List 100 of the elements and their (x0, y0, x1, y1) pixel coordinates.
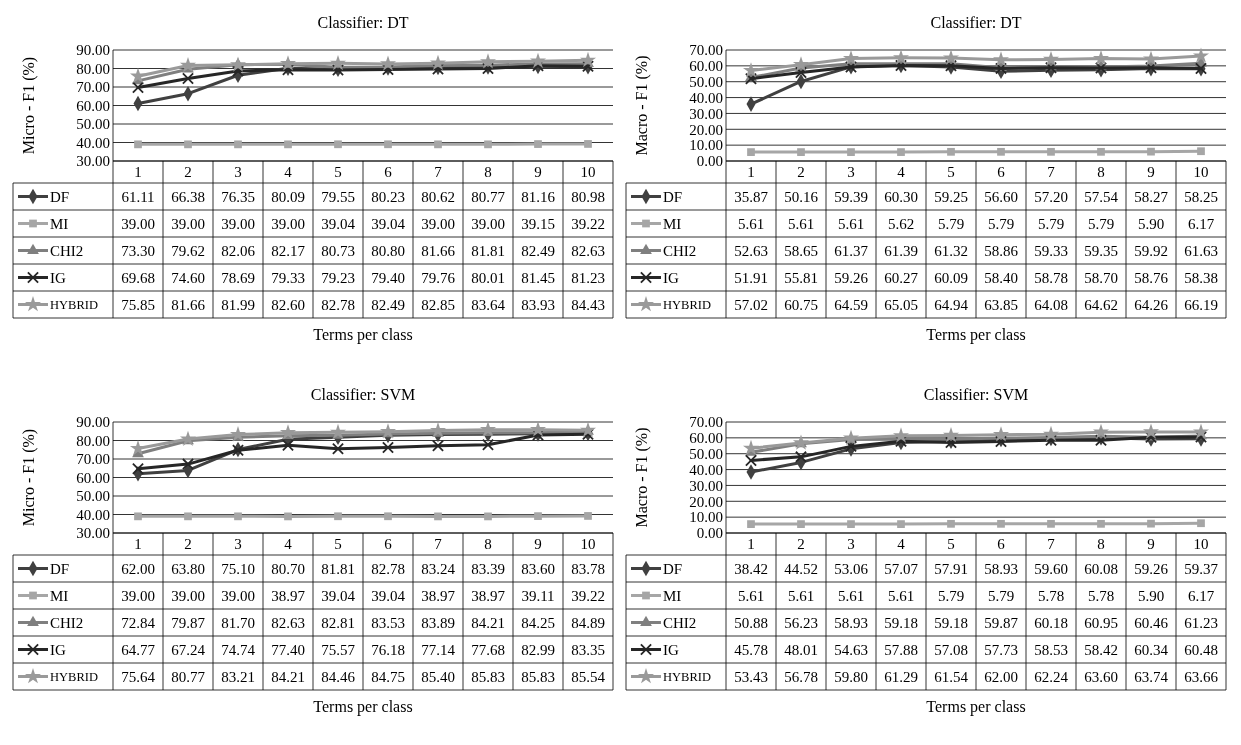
data-label: 59.87 (984, 614, 1019, 631)
data-label: 77.68 (471, 641, 505, 658)
data-label: 76.18 (371, 641, 405, 658)
data-label: 76.35 (221, 188, 255, 205)
data-label: 61.29 (884, 668, 918, 685)
data-label: 39.15 (521, 215, 555, 232)
data-label: 78.69 (221, 269, 255, 286)
data-label: 75.85 (121, 296, 155, 313)
data-label: 60.95 (1084, 614, 1118, 631)
data-label: 5.90 (1137, 587, 1165, 604)
data-label: 5.79 (1037, 215, 1065, 232)
data-label: 83.93 (521, 296, 555, 313)
data-label: 67.24 (171, 641, 206, 658)
data-label: 57.54 (1084, 188, 1119, 205)
data-label: 61.32 (934, 242, 968, 259)
data-label: 83.39 (471, 560, 505, 577)
data-label: 81.16 (521, 188, 556, 205)
data-label: 56.60 (984, 188, 1018, 205)
data-label: 73.30 (121, 242, 155, 259)
data-label: 39.22 (571, 215, 605, 232)
data-label: 81.99 (221, 296, 255, 313)
legend-label: HYBRID (663, 669, 711, 684)
legend-label: MI (663, 587, 682, 604)
data-label: 45.78 (734, 641, 768, 658)
data-label: 5.62 (887, 215, 915, 232)
x-axis-title: Terms per class (926, 698, 1026, 716)
y-tick-label: 50.00 (76, 488, 110, 505)
data-label: 5.79 (987, 215, 1015, 232)
data-label: 59.25 (934, 188, 968, 205)
data-label: 63.80 (171, 560, 205, 577)
data-label: 58.78 (1034, 269, 1068, 286)
y-tick-label: 70.00 (76, 451, 110, 468)
data-label: 5.61 (837, 587, 865, 604)
y-tick-label: 40.00 (689, 89, 723, 106)
y-tick-label: 80.00 (76, 432, 110, 449)
data-label: 50.88 (734, 614, 768, 631)
data-label: 60.18 (1034, 614, 1068, 631)
legend-label: CHI2 (50, 614, 84, 631)
data-label: 60.75 (784, 296, 818, 313)
x-tick-label: 1 (747, 536, 755, 553)
data-label: 57.07 (884, 560, 919, 577)
legend-label: IG (663, 269, 679, 286)
data-label: 39.04 (321, 215, 356, 232)
y-tick-label: 40.00 (76, 506, 110, 523)
data-label: 65.05 (884, 296, 918, 313)
y-tick-label: 40.00 (76, 134, 110, 151)
data-label: 82.63 (571, 242, 605, 259)
data-label: 81.45 (521, 269, 555, 286)
data-label: 81.81 (471, 242, 505, 259)
data-label: 83.21 (221, 668, 255, 685)
x-tick-label: 7 (1047, 536, 1056, 553)
data-label: 39.22 (571, 587, 605, 604)
x-tick-label: 1 (747, 164, 755, 181)
data-label: 84.21 (271, 668, 305, 685)
data-label: 69.68 (121, 269, 155, 286)
x-tick-label: 6 (384, 536, 393, 553)
data-label: 53.06 (834, 560, 869, 577)
y-tick-label: 60.00 (689, 58, 723, 75)
data-label: 39.00 (221, 215, 255, 232)
x-tick-label: 1 (134, 164, 142, 181)
data-label: 82.81 (321, 614, 355, 631)
x-tick-label: 10 (580, 536, 596, 553)
data-label: 85.83 (521, 668, 555, 685)
y-tick-label: 30.00 (76, 525, 110, 542)
data-label: 79.23 (321, 269, 355, 286)
data-label: 82.17 (271, 242, 306, 259)
x-tick-label: 5 (334, 536, 342, 553)
data-label: 5.79 (937, 587, 965, 604)
data-label: 83.24 (421, 560, 456, 577)
x-tick-label: 10 (1193, 536, 1209, 553)
data-label: 59.18 (884, 614, 918, 631)
data-label: 5.79 (937, 215, 965, 232)
x-tick-label: 3 (234, 164, 242, 181)
x-tick-label: 7 (434, 536, 443, 553)
data-label: 61.63 (1184, 242, 1218, 259)
data-label: 80.77 (171, 668, 206, 685)
y-tick-label: 90.00 (76, 414, 110, 431)
y-axis-title: Macro - F1 (%) (633, 55, 651, 156)
data-label: 75.64 (121, 668, 156, 685)
data-label: 82.78 (371, 560, 405, 577)
legend-label: CHI2 (663, 242, 697, 259)
data-label: 80.80 (371, 242, 405, 259)
y-tick-label: 70.00 (689, 42, 723, 59)
data-label: 75.10 (221, 560, 255, 577)
data-label: 64.59 (834, 296, 868, 313)
data-label: 85.40 (421, 668, 455, 685)
data-label: 64.94 (934, 296, 969, 313)
x-tick-label: 9 (534, 164, 542, 181)
data-label: 59.80 (834, 668, 868, 685)
data-label: 48.01 (784, 641, 818, 658)
legend-label: MI (50, 587, 69, 604)
y-tick-label: 50.00 (689, 445, 723, 462)
legend-label: MI (663, 215, 682, 232)
x-axis-title: Terms per class (313, 326, 413, 344)
data-label: 79.62 (171, 242, 205, 259)
data-label: 52.63 (734, 242, 768, 259)
legend-label: CHI2 (50, 242, 84, 259)
data-label: 74.60 (171, 269, 205, 286)
data-label: 63.74 (1134, 668, 1169, 685)
data-label: 39.04 (371, 587, 406, 604)
